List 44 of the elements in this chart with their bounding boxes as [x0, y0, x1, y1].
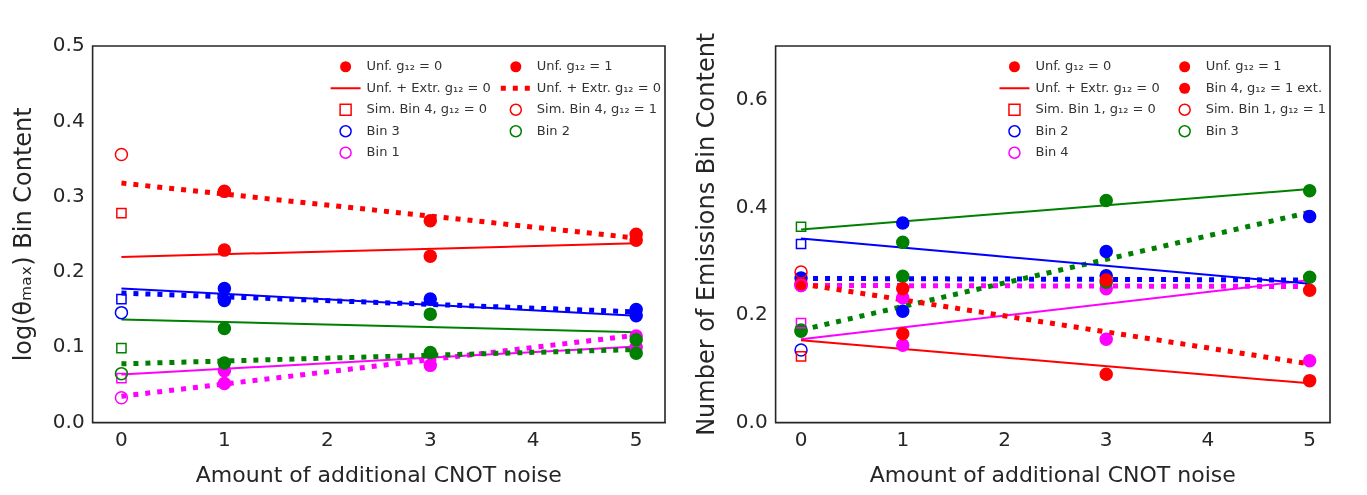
legend-label: Bin 4 [1035, 144, 1069, 160]
y-tick-label: 0.1 [52, 333, 85, 358]
legend-label: Unf. g₁₂ = 1 [1205, 58, 1282, 74]
x-tick-label: 3 [1099, 426, 1113, 451]
x-tick-label: 2 [998, 426, 1011, 451]
x-axis-title: Amount of additional CNOT noise [869, 461, 1236, 487]
y-tick-label: 0.4 [52, 107, 85, 132]
legend-label: Bin 4, g₁₂ = 1 ext. [1205, 79, 1323, 95]
legend-label: Unf. + Extr. g₁₂ = 0 [536, 79, 661, 95]
legend-label: Bin 2 [1035, 122, 1069, 138]
y-tick-label: 0.4 [735, 193, 768, 218]
y-tick-label: 0.5 [52, 32, 85, 57]
legend-label: Unf. g₁₂ = 0 [366, 58, 443, 74]
legend-label: Sim. Bin 4, g₁₂ = 1 [536, 101, 658, 117]
legend-label: Bin 3 [366, 122, 400, 138]
y-axis-title: log(θₘₐₓ) Bin Content [8, 107, 37, 362]
x-tick-label: 5 [629, 426, 643, 451]
y-tick-label: 0.3 [52, 182, 85, 207]
x-tick-label: 1 [218, 426, 231, 451]
legend-label: Sim. Bin 1, g₁₂ = 0 [1035, 101, 1156, 117]
x-tick-label: 0 [115, 426, 128, 451]
y-axis-title: Number of Emissions Bin Content [691, 32, 720, 436]
x-axis-title: Amount of additional CNOT noise [195, 461, 562, 487]
x-tick-label: 3 [423, 426, 437, 451]
legend-label: Unf. g₁₂ = 1 [536, 58, 613, 74]
legend-label: Unf. g₁₂ = 0 [1035, 58, 1112, 74]
y-tick-label: 0.0 [52, 408, 85, 433]
y-tick-label: 0.6 [735, 86, 768, 110]
legend-label: Sim. Bin 4, g₁₂ = 0 [366, 101, 487, 117]
y-tick-label: 0.2 [52, 258, 85, 283]
legend-label: Unf. + Extr. g₁₂ = 0 [1035, 79, 1160, 95]
legend-label: Bin 3 [1205, 122, 1239, 138]
x-tick-label: 4 [1201, 426, 1215, 451]
x-tick-label: 5 [1303, 426, 1317, 451]
y-tick-label: 0.0 [735, 408, 768, 433]
y-tick-label: 0.2 [735, 301, 768, 326]
legend-label: Bin 2 [536, 122, 570, 138]
legend-label: Bin 1 [366, 144, 400, 160]
x-tick-label: 1 [896, 426, 910, 451]
x-tick-label: 0 [794, 426, 808, 451]
legend-label: Unf. + Extr. g₁₂ = 0 [366, 79, 491, 95]
x-tick-label: 4 [526, 426, 540, 451]
legend-label: Sim. Bin 1, g₁₂ = 1 [1205, 101, 1327, 117]
x-tick-label: 2 [320, 426, 334, 451]
